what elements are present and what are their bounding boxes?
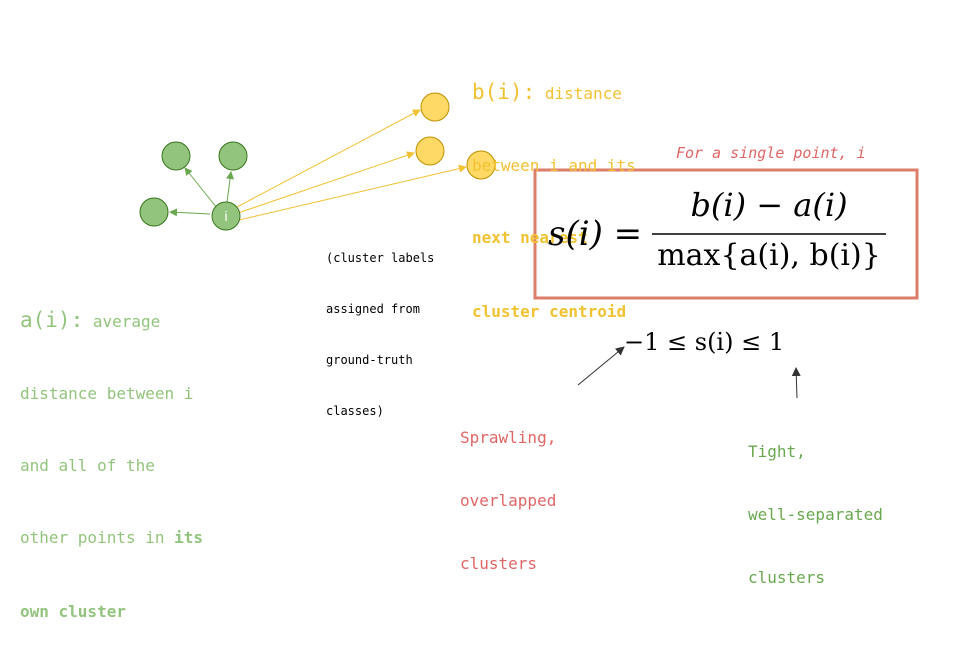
b-label-line4: cluster centroid (472, 302, 627, 321)
other-cluster-point-1 (420, 92, 450, 122)
arrow-to-other-point-2 (237, 151, 415, 214)
positive-label-line1: Tight, (748, 442, 806, 461)
b-label-line1: distance (535, 84, 622, 103)
cluster-note-line4: classes) (326, 404, 384, 418)
cluster-note-line2: assigned from (326, 302, 420, 316)
arrow-to-own-point-1 (184, 167, 218, 209)
range-expression: −1 ≤ s(i) ≤ 1 (624, 328, 785, 356)
a-label-its: its (174, 528, 204, 547)
own-cluster-point-2 (218, 141, 248, 171)
cluster-note-line1: (cluster labels (326, 251, 435, 265)
own-cluster-point-1 (161, 141, 191, 171)
arrow-to-own-point-3 (169, 208, 211, 217)
point-i-label: i (224, 208, 227, 224)
formula-lhs: s(i) = (548, 214, 643, 254)
arrow-to-negative-bound (577, 346, 625, 386)
formula-numerator: b(i) − a(i) (690, 186, 848, 224)
a-label-line4: other points in (20, 528, 175, 547)
positive-label-line2: well-separated (748, 505, 883, 524)
cluster-note: (cluster labels assigned from ground-tru… (326, 216, 434, 437)
other-cluster-point-2 (415, 136, 445, 166)
b-label-name: b(i): (472, 80, 536, 104)
positive-label: Tight, well-separated clusters (748, 399, 883, 609)
a-label-line2: distance between i (20, 384, 194, 403)
b-label: b(i): distance between i and its next ne… (472, 32, 636, 348)
b-label-line2: between i and its (472, 156, 636, 175)
negative-label-line1: Sprawling, (460, 428, 557, 447)
arrow-to-own-point-2 (226, 171, 235, 203)
other-cluster-point-3 (466, 150, 496, 180)
arrow-to-other-point-1 (234, 109, 421, 209)
negative-label: Sprawling, overlapped clusters (460, 385, 556, 595)
a-label-line3: and all of the (20, 456, 155, 475)
arrow-to-other-point-3 (238, 164, 467, 221)
a-label-line1: average (83, 312, 161, 331)
formula-denominator: max{a(i), b(i)} (657, 238, 881, 273)
negative-label-line3: clusters (460, 554, 538, 573)
diagram-canvas: i (139, 92, 919, 399)
b-label-line3: next nearest (472, 228, 588, 247)
a-label-name: a(i): (20, 308, 84, 332)
own-cluster-point-3 (139, 197, 169, 227)
cluster-note-line3: ground-truth (326, 353, 413, 367)
a-label: a(i): average distance between i and all… (20, 260, 203, 648)
arrow-to-positive-bound (791, 367, 801, 399)
point-i (211, 201, 241, 231)
a-label-line5: own cluster (20, 602, 126, 621)
formula-caption: For a single point, i (676, 144, 866, 162)
positive-label-line3: clusters (748, 568, 826, 587)
negative-label-line2: overlapped (460, 491, 557, 510)
